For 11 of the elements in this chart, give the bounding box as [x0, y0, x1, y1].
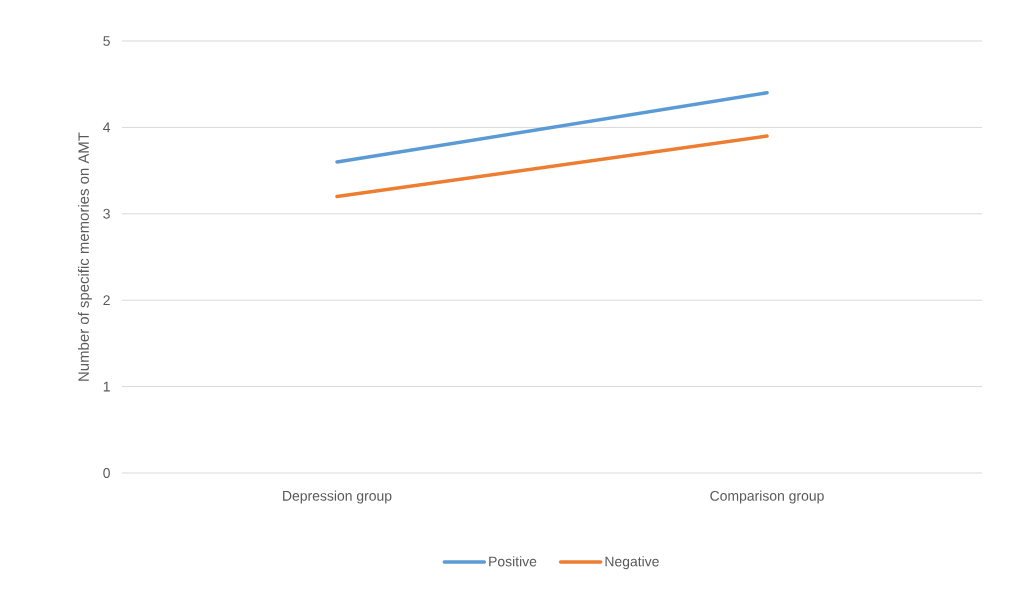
legend-label: Negative [605, 556, 659, 570]
legend-label: Positive [489, 556, 537, 567]
x-tick-label: Comparison group [710, 490, 824, 504]
y-axis-title: Number of specific memories on AMT [77, 132, 92, 381]
y-tick-label: 0 [103, 468, 110, 478]
y-tick-label: 2 [103, 295, 110, 306]
y-tick-label: 4 [103, 122, 111, 133]
y-tick-label: 5 [103, 36, 110, 46]
y-tick-label: 3 [103, 208, 110, 219]
x-tick-label: Depression group [283, 490, 392, 504]
y-tick-label: 1 [103, 381, 110, 392]
